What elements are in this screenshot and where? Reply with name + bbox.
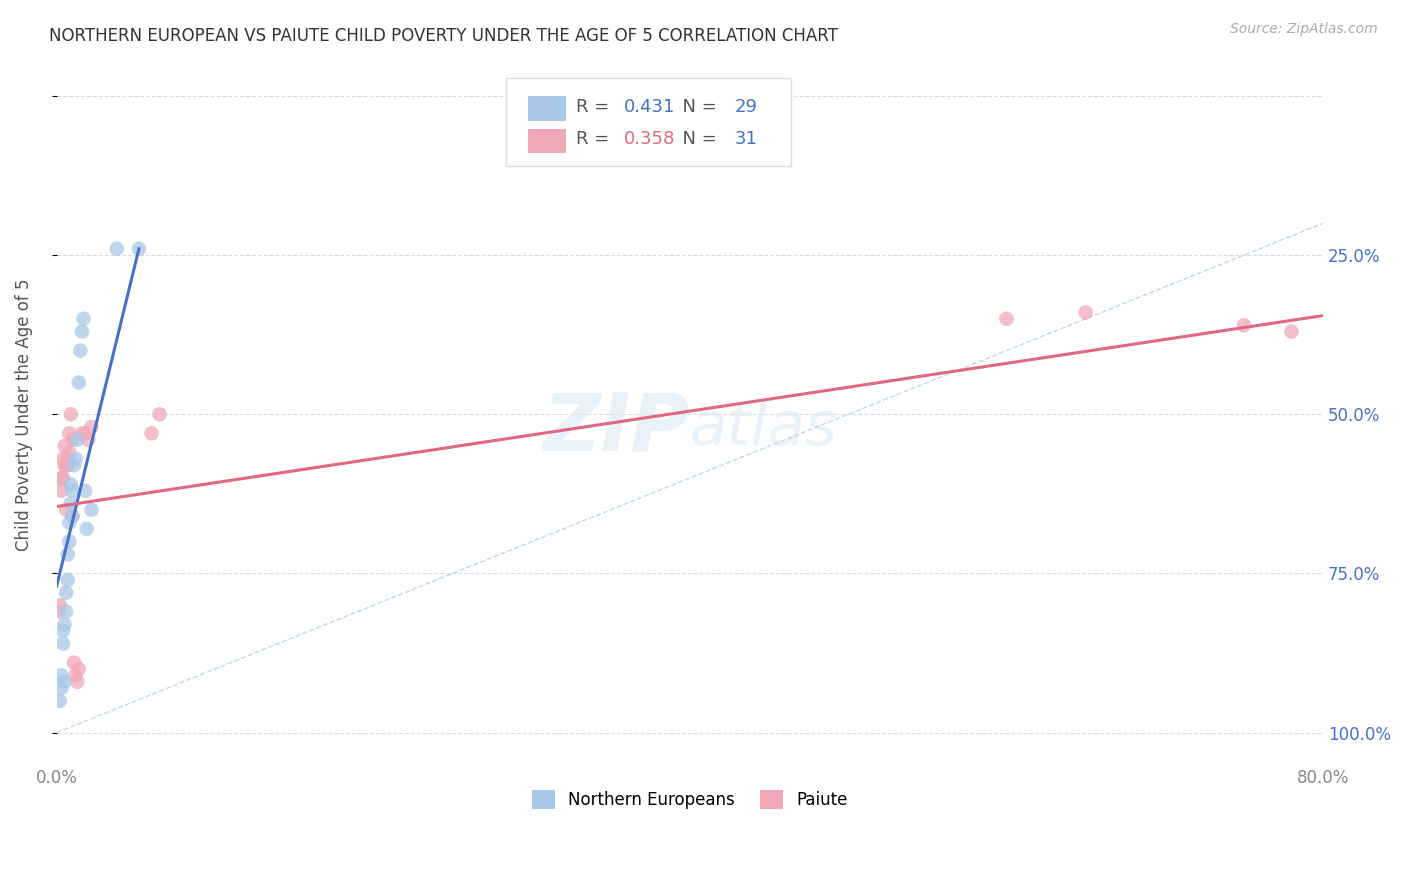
Point [70,325,93,339]
Point [75,483,97,498]
Point [66,674,89,689]
Point [53,674,76,689]
Point [52,451,75,466]
Point [70,426,93,441]
Text: 0.431: 0.431 [624,98,675,116]
Bar [527,96,565,120]
Point [62,509,84,524]
Point [72,311,94,326]
Y-axis label: Child Poverty Under the Age of 5: Child Poverty Under the Age of 5 [15,278,32,550]
Point [49,694,72,708]
Point [53,439,76,453]
Point [62,483,84,498]
Point [148,407,170,421]
Text: N =: N = [671,98,723,116]
Text: R =: R = [576,130,614,148]
Legend: Northern Europeans, Paiute: Northern Europeans, Paiute [524,783,855,815]
Point [56,547,79,561]
Point [141,426,163,441]
Point [53,617,76,632]
Point [65,451,87,466]
Point [52,624,75,638]
Point [67,376,90,390]
Point [63,656,86,670]
Text: N =: N = [671,130,723,148]
Point [995,311,1018,326]
Point [69,343,91,358]
Point [1074,305,1097,319]
Point [128,242,150,256]
Point [67,662,90,676]
Point [66,433,89,447]
Text: 29: 29 [734,98,758,116]
Text: 0.358: 0.358 [624,130,675,148]
Point [55,458,77,473]
Point [52,471,75,485]
Point [56,573,79,587]
Text: NORTHERN EUROPEAN VS PAIUTE CHILD POVERTY UNDER THE AGE OF 5 CORRELATION CHART: NORTHERN EUROPEAN VS PAIUTE CHILD POVERT… [49,27,838,45]
Point [65,668,87,682]
Point [55,585,77,599]
Point [51,681,73,695]
Point [75,426,97,441]
Point [56,458,79,473]
Point [77,433,100,447]
Point [80,503,103,517]
Point [51,483,73,498]
Point [58,516,80,530]
Text: ZIP: ZIP [543,389,690,467]
Point [59,407,82,421]
Point [58,426,80,441]
Point [53,458,76,473]
Point [52,636,75,650]
Point [105,242,128,256]
Point [1233,318,1256,333]
Point [58,445,80,459]
FancyBboxPatch shape [506,78,792,166]
Text: Source: ZipAtlas.com: Source: ZipAtlas.com [1230,22,1378,37]
Point [56,451,79,466]
Point [51,668,73,682]
Point [62,433,84,447]
Point [55,503,77,517]
Bar [527,128,565,153]
Point [76,522,98,536]
Point [62,509,84,524]
Point [59,496,82,510]
Point [80,420,103,434]
Point [1281,325,1303,339]
Text: R =: R = [576,98,614,116]
Point [51,471,73,485]
Point [58,534,80,549]
Text: 31: 31 [734,130,756,148]
Point [55,605,77,619]
Point [49,599,72,613]
Point [46,605,69,619]
Text: atlas: atlas [690,399,838,458]
Point [59,477,82,491]
Point [63,458,86,473]
